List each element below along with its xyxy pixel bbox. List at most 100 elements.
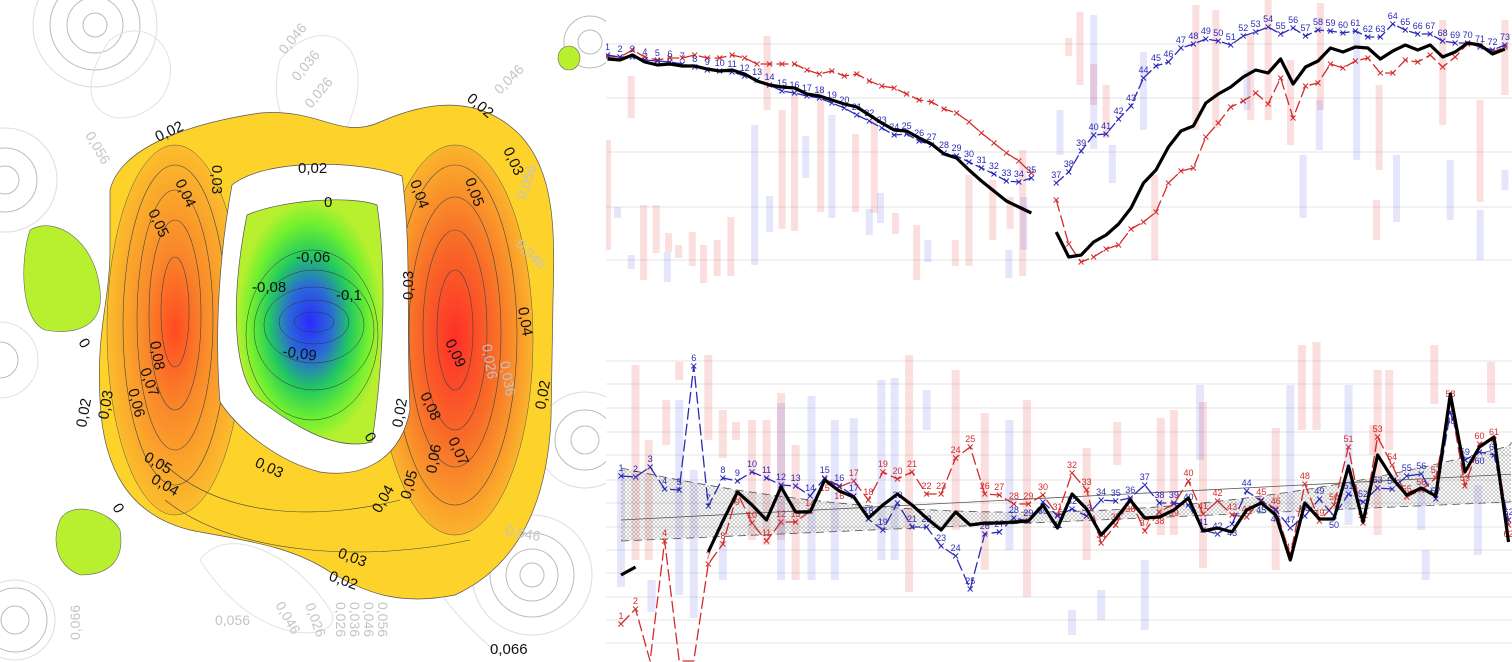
blue-point-marker: [880, 527, 886, 533]
red-range-bar: [790, 90, 798, 231]
contour-label: 0,026: [301, 74, 336, 111]
blue-point-marker: [1265, 24, 1272, 30]
blue-range-bar: [1501, 170, 1509, 190]
blue-point-label: 26: [914, 128, 924, 138]
blue-point-marker: [1365, 34, 1371, 40]
red-point-marker: [928, 99, 935, 105]
zero-level-islands: [23, 45, 581, 576]
blue-point-label: 2: [633, 464, 638, 474]
blue-point-label: 28: [939, 140, 949, 150]
red-point-marker: [1302, 83, 1309, 89]
blue-range-bar: [1020, 197, 1028, 250]
red-point-marker: [719, 541, 726, 547]
red-point-label: 1: [618, 611, 623, 621]
red-range-bar: [1369, 425, 1378, 455]
red-point-label: 60: [1474, 431, 1484, 441]
red-point-marker: [880, 469, 886, 475]
blue-point-label: 42: [1213, 521, 1223, 531]
red-point-marker: [1065, 241, 1072, 247]
blue-range-bar: [1140, 560, 1149, 630]
red-point-marker: [1054, 512, 1061, 518]
blue-point-marker: [981, 531, 988, 537]
blue-point-label: 37: [1051, 170, 1061, 180]
blue-point-marker: [1178, 45, 1184, 51]
blue-point-marker: [891, 132, 898, 138]
contour-label: -0,1: [336, 287, 362, 304]
red-point-marker: [716, 55, 723, 61]
red-range-bar: [1082, 448, 1091, 560]
red-point-label: 32: [1067, 460, 1077, 470]
red-point-label: 46: [1271, 496, 1281, 506]
contour-label: 0,08: [146, 340, 168, 372]
blue-point-label: 12: [776, 472, 786, 482]
blue-point-marker: [1140, 75, 1147, 81]
blue-point-marker: [894, 500, 901, 506]
blue-range-bar: [1005, 250, 1013, 278]
blue-range-bar: [1393, 155, 1401, 222]
red-range-bar: [1156, 418, 1165, 535]
blue-point-label: 58: [1313, 17, 1323, 27]
contour-label: 0: [75, 336, 94, 352]
blue-point-marker: [719, 475, 726, 481]
red-point-marker: [1190, 165, 1197, 171]
blue-point-marker: [1374, 485, 1381, 491]
red-point-marker: [629, 47, 636, 53]
blue-point-label: 54: [1263, 14, 1273, 24]
contour-label: 0,02: [532, 379, 554, 411]
red-range-bar: [913, 225, 921, 280]
red-point-marker: [1025, 501, 1032, 507]
red-point-marker: [1090, 254, 1097, 260]
blue-point-label: 24: [951, 543, 961, 553]
red-range-bar: [1264, 0, 1272, 120]
red-point-marker: [792, 519, 799, 525]
blue-point-marker: [1287, 525, 1294, 531]
red-range-bar: [1385, 370, 1394, 450]
red-point-marker: [981, 491, 988, 497]
red-point-marker: [909, 469, 915, 475]
blue-point-label: 16: [834, 473, 844, 483]
contour-label: 0,066: [490, 641, 528, 658]
contour-label: -0,06: [296, 249, 330, 266]
red-range-bar: [662, 400, 671, 445]
red-point-label: 30: [1038, 482, 1048, 492]
blue-series-line: [620, 365, 1510, 590]
blue-point-label: 41: [1101, 121, 1111, 131]
red-point-label: 4: [662, 528, 667, 538]
red-point-label: 50: [1329, 492, 1339, 502]
blue-point-label: 14: [805, 483, 815, 493]
red-point-marker: [1462, 483, 1468, 489]
blue-point-label: 19: [827, 90, 837, 100]
blue-point-label: 9: [705, 57, 710, 67]
blue-point-label: 44: [1242, 478, 1252, 488]
blue-point-label: 29: [952, 143, 962, 153]
red-point-label: 55: [1402, 484, 1412, 494]
red-range-bar: [989, 180, 997, 240]
red-series-line: [607, 49, 1032, 174]
blue-point-label: 28: [1009, 505, 1019, 515]
blue-point-label: 57: [1301, 23, 1311, 33]
blue-point-marker: [1090, 132, 1097, 138]
red-point-label: 8: [720, 531, 725, 541]
blue-point-marker: [1171, 500, 1177, 506]
red-range-bar: [762, 420, 771, 545]
blue-range-bar: [647, 580, 656, 612]
blue-point-marker: [1240, 33, 1247, 39]
red-point-label: 9: [735, 497, 740, 507]
red-range-bar: [606, 140, 611, 250]
background-contours: [0, 0, 606, 661]
red-range-bar: [747, 420, 756, 540]
red-range-bar: [1090, 64, 1098, 105]
red-point-marker: [894, 476, 901, 482]
blue-point-label: 66: [1413, 21, 1423, 31]
red-point-marker: [1340, 65, 1346, 71]
contour-label: 0,026: [479, 343, 501, 380]
blue-point-label: 63: [1375, 24, 1385, 34]
contour-label: 0: [324, 194, 332, 211]
blue-point-label: 4: [662, 476, 667, 486]
blue-point-label: 7: [706, 493, 711, 503]
red-point-marker: [1016, 158, 1022, 164]
blue-point-marker: [1128, 103, 1134, 109]
red-point-marker: [1115, 242, 1122, 248]
blue-point-label: 30: [964, 149, 974, 159]
